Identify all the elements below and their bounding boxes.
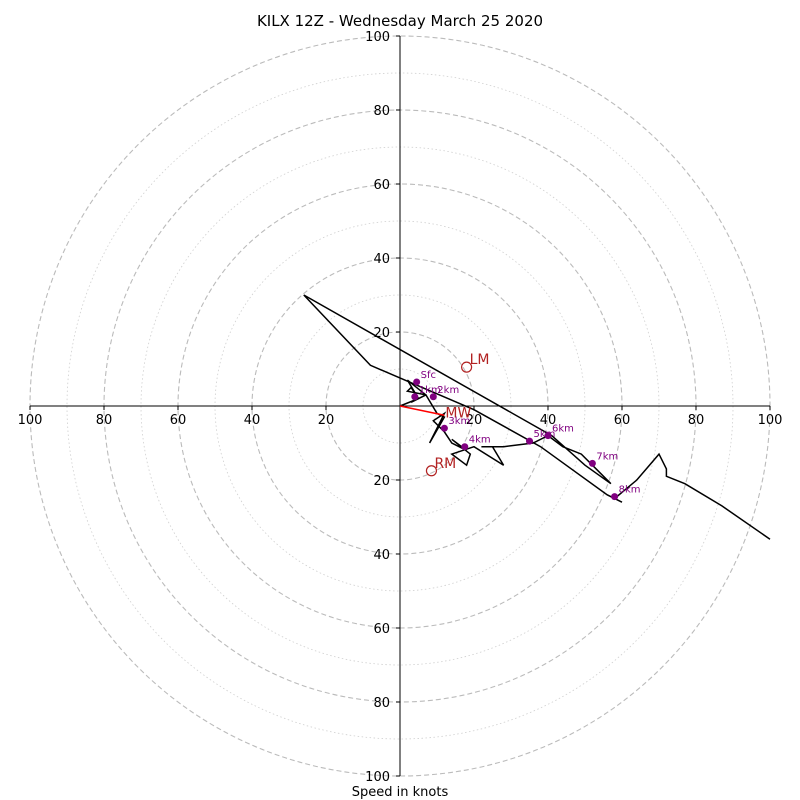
mean-wind-group: MW bbox=[399, 405, 471, 421]
tick-label-bottom: 100 bbox=[365, 770, 390, 785]
tick-label-bottom: 40 bbox=[373, 548, 390, 563]
height-marker-label: 2km bbox=[437, 385, 459, 396]
height-marker-label: Sfc bbox=[421, 370, 436, 381]
height-marker-dot bbox=[429, 393, 437, 401]
storm-motion-group: LM RM bbox=[425, 352, 490, 477]
tick-label-left: 60 bbox=[170, 413, 187, 428]
tick-label-left: 80 bbox=[96, 413, 113, 428]
height-marker-dot bbox=[411, 393, 419, 401]
height-marker-dot bbox=[440, 424, 448, 432]
height-marker-label: 5km bbox=[534, 429, 556, 440]
tick-label-bottom: 20 bbox=[373, 474, 390, 489]
height-marker-label: 4km bbox=[469, 435, 491, 446]
storm-motion-label: LM bbox=[470, 352, 490, 368]
tick-label-left: 100 bbox=[18, 413, 43, 428]
tick-label-top: 80 bbox=[373, 104, 390, 119]
tick-label-right: 100 bbox=[758, 413, 783, 428]
storm-motion-marker bbox=[425, 465, 438, 477]
tick-labels: 100 80 60 40 20 20 40 60 80 100100806040202040608… bbox=[18, 30, 783, 785]
tick-label-top: 60 bbox=[373, 178, 390, 193]
tick-label-top: 40 bbox=[373, 252, 390, 267]
height-marker-dot bbox=[413, 378, 421, 386]
hodograph-trace-group bbox=[303, 294, 771, 540]
tick-label-left: 40 bbox=[244, 413, 261, 428]
height-marker-dot bbox=[611, 493, 619, 501]
mean-wind-label: MW bbox=[445, 405, 471, 421]
chart-title: KILX 12Z - Wednesday March 25 2020 bbox=[257, 12, 543, 30]
height-marker-label: 8km bbox=[619, 485, 641, 496]
tick-label-top: 100 bbox=[365, 30, 390, 45]
tick-label-right: 80 bbox=[688, 413, 705, 428]
x-axis-label: Speed in knots bbox=[352, 785, 449, 800]
height-marker-label: 7km bbox=[596, 451, 618, 462]
height-marker-dot bbox=[461, 443, 469, 451]
tick-label-right: 20 bbox=[466, 413, 483, 428]
tick-label-bottom: 80 bbox=[373, 696, 390, 711]
tick-label-left: 20 bbox=[318, 413, 335, 428]
height-marker-label: 1km bbox=[419, 385, 441, 396]
height-marker-dot bbox=[544, 432, 552, 440]
hodograph-trace bbox=[303, 294, 771, 540]
height-marker-label: 6km bbox=[552, 424, 574, 435]
height-marker-dot bbox=[588, 459, 596, 467]
height-marker-dot bbox=[526, 437, 533, 445]
storm-motion-label: RM bbox=[434, 456, 456, 472]
tick-label-right: 60 bbox=[614, 413, 631, 428]
tick-label-right: 40 bbox=[540, 413, 557, 428]
storm-motion-marker bbox=[461, 361, 473, 373]
mean-wind-vector bbox=[399, 405, 445, 416]
tick-label-bottom: 60 bbox=[373, 622, 390, 637]
height-marker-label: 3km bbox=[448, 416, 470, 427]
